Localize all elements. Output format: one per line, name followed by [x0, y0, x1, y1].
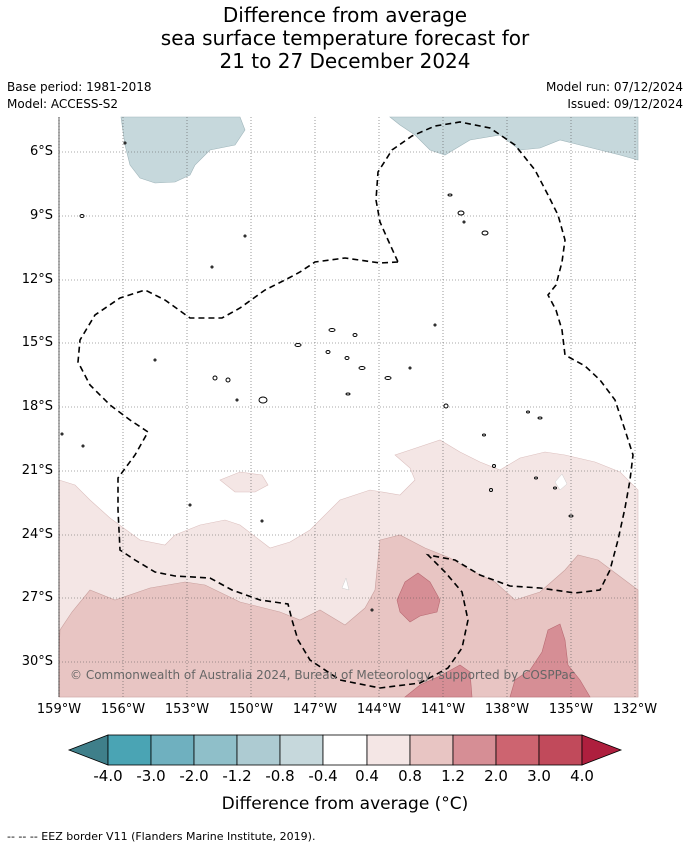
lat-label-9s: 9°S [29, 208, 53, 223]
lat-label-27s: 27°S [21, 590, 53, 605]
lon-label-132w: 132°W [612, 702, 658, 717]
map-title: Difference from average sea surface temp… [0, 4, 690, 73]
lon-label-147w: 147°W [292, 702, 338, 717]
lon-label-141w: 141°W [420, 702, 466, 717]
colorbar-tick: -0.4 [308, 767, 338, 785]
lat-label-15s: 15°S [21, 335, 53, 350]
islands [60, 141, 574, 612]
colorbar-swatch [538, 734, 583, 766]
copyright-notice: © Commonwealth of Australia 2024, Bureau… [70, 668, 576, 682]
colorbar-swatch [495, 734, 540, 766]
title-line-2: sea surface temperature forecast for [160, 26, 530, 50]
lon-label-153w: 153°W [164, 702, 210, 717]
colorbar-tick: 1.2 [441, 767, 465, 785]
colorbar-swatch [107, 734, 152, 766]
lon-label-135w: 135°W [548, 702, 594, 717]
neutral-patch-2 [554, 473, 568, 491]
warm-pale-patch [219, 471, 269, 493]
colorbar-tick: -0.8 [265, 767, 295, 785]
base-period: Base period: 1981-2018 [7, 80, 152, 94]
colorbar-tick: -4.0 [93, 767, 123, 785]
colorbar [67, 734, 623, 766]
colorbar-label: Difference from average (°C) [221, 794, 469, 814]
lon-label-159w: 159°W [36, 702, 82, 717]
lat-label-12s: 12°S [21, 272, 53, 287]
colorbar-tick: 3.0 [527, 767, 551, 785]
cool-anomaly-area-west [120, 116, 246, 184]
warm-mid-patch-3 [509, 623, 591, 698]
colorbar-tick: 4.0 [570, 767, 594, 785]
lat-label-30s: 30°S [21, 654, 53, 669]
warm-mid-patch-1 [396, 572, 441, 623]
title-line-1: Difference from average [222, 3, 468, 27]
lon-label-144w: 144°W [356, 702, 402, 717]
colorbar-swatch [366, 734, 411, 766]
colorbar-swatch [150, 734, 195, 766]
colorbar-tick: -2.0 [179, 767, 209, 785]
title-line-3: 21 to 27 December 2024 [219, 49, 471, 73]
colorbar-swatch [279, 734, 324, 766]
lat-label-18s: 18°S [21, 399, 53, 414]
lat-label-21s: 21°S [21, 463, 53, 478]
eez-footnote: -- -- -- EEZ border V11 (Flanders Marine… [7, 830, 316, 843]
colorbar-tick: 2.0 [484, 767, 508, 785]
neutral-patch [341, 577, 350, 591]
warm-mid-patch-2 [404, 664, 473, 698]
colorbar-tick: -1.2 [222, 767, 252, 785]
colorbar-tick: 0.4 [355, 767, 379, 785]
colorbar-extend-high [581, 734, 623, 766]
eez-border-west [77, 121, 634, 689]
colorbar-swatch [322, 734, 368, 766]
model-run: Model run: 07/12/2024 [545, 80, 683, 94]
model-name: Model: ACCESS-S2 [7, 97, 119, 111]
lon-label-150w: 150°W [228, 702, 274, 717]
meta-left: Base period: 1981-2018 Model: ACCESS-S2 [7, 79, 152, 113]
colorbar-swatch [409, 734, 454, 766]
lat-label-6s: 6°S [29, 144, 53, 159]
colorbar-swatch [193, 734, 238, 766]
colorbar-swatch [452, 734, 497, 766]
colorbar-tick: -3.0 [136, 767, 166, 785]
lon-label-156w: 156°W [100, 702, 146, 717]
colorbar-tick: 0.8 [398, 767, 422, 785]
issued-date: Issued: 09/12/2024 [567, 97, 683, 111]
colorbar-extend-low [67, 734, 109, 766]
meta-right: Model run: 07/12/2024 Issued: 09/12/2024 [546, 79, 683, 113]
lat-label-24s: 24°S [21, 527, 53, 542]
colorbar-swatch [236, 734, 281, 766]
lon-label-138w: 138°W [484, 702, 530, 717]
cool-anomaly-area-east [389, 116, 639, 161]
